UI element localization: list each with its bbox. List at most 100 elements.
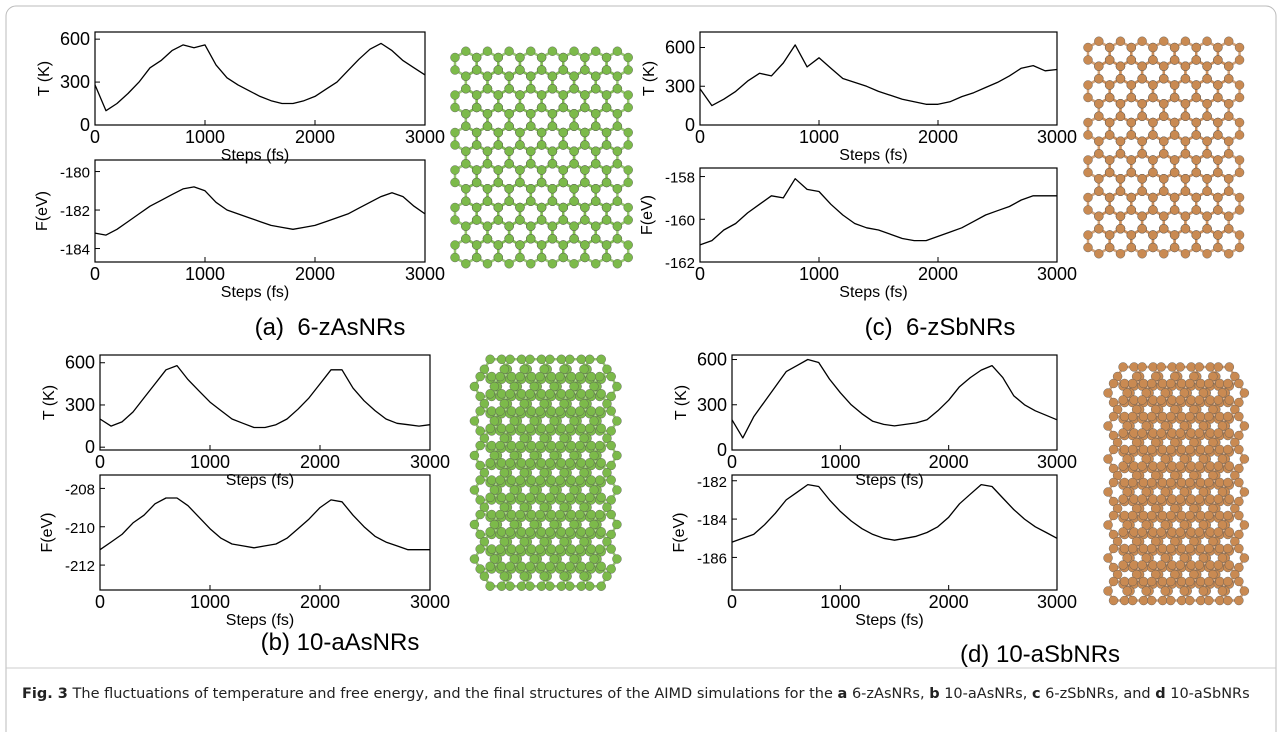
atom [1170, 371, 1180, 382]
atom [559, 502, 569, 512]
atom [469, 485, 480, 495]
atom [509, 519, 519, 530]
plot-frame [99, 474, 431, 591]
atom [1191, 117, 1201, 128]
atom [612, 146, 623, 156]
atom [493, 202, 504, 213]
atom [1108, 510, 1119, 521]
y-axis-label: F(eV) [639, 195, 656, 235]
atom [1234, 378, 1244, 389]
atom [1194, 428, 1204, 438]
atom [546, 371, 557, 382]
atom [1205, 560, 1215, 570]
atom [1213, 230, 1223, 240]
atom [1166, 543, 1176, 554]
atom [450, 215, 460, 225]
atom [1205, 461, 1215, 471]
atom [556, 423, 567, 433]
atom [1127, 378, 1138, 389]
atom [536, 215, 547, 225]
atom [535, 371, 545, 382]
atom [569, 146, 579, 156]
atom [1118, 362, 1128, 372]
atom [1137, 560, 1147, 570]
atom [1148, 42, 1158, 53]
atom [535, 544, 545, 554]
atom [586, 475, 596, 485]
atom [450, 165, 460, 175]
atom [606, 529, 616, 540]
atom [469, 381, 480, 392]
atom [601, 90, 612, 100]
x-tick-label: 1000 [820, 592, 860, 612]
atom [601, 202, 612, 213]
atom [1175, 560, 1185, 570]
atom [1083, 205, 1093, 215]
atom [1126, 242, 1137, 253]
atom [585, 389, 595, 399]
atom [601, 102, 612, 113]
atom [471, 127, 482, 138]
atom [496, 492, 507, 502]
atom [1159, 249, 1169, 259]
atom [576, 354, 587, 364]
atom [1129, 395, 1139, 405]
atom [569, 485, 579, 495]
atom [1083, 42, 1093, 53]
atom [579, 399, 589, 409]
atom [1126, 205, 1137, 215]
atom [1118, 428, 1128, 438]
atom [545, 458, 555, 468]
atom [1223, 477, 1233, 488]
atom [1104, 155, 1115, 165]
atom [1198, 421, 1209, 431]
atom [1175, 461, 1185, 471]
atom [509, 554, 519, 564]
atom [1157, 543, 1168, 554]
atom [471, 177, 482, 188]
atom [569, 221, 579, 231]
atom [591, 146, 601, 156]
atom [569, 84, 579, 94]
atom [1112, 470, 1123, 481]
atom [1137, 99, 1147, 109]
atom [1104, 205, 1115, 215]
atom [504, 196, 514, 206]
atom [526, 121, 536, 131]
atom [1179, 487, 1189, 497]
atom [566, 544, 577, 554]
atom [1224, 36, 1234, 46]
atom [1180, 186, 1191, 196]
atom [1194, 395, 1204, 405]
x-tick-label: 2000 [295, 127, 335, 147]
atom [1202, 149, 1212, 159]
atom [1118, 461, 1128, 471]
atom [505, 581, 515, 591]
atom [1239, 520, 1250, 530]
atom [1138, 595, 1149, 606]
atom [1167, 494, 1177, 504]
atom [1108, 529, 1119, 540]
atom [1126, 230, 1137, 240]
atom [461, 184, 471, 194]
atom [612, 221, 623, 231]
atom [565, 492, 575, 502]
atom [1175, 362, 1185, 372]
atom [1191, 80, 1201, 90]
atom [1191, 230, 1201, 240]
atom [601, 252, 612, 263]
atom [1234, 230, 1245, 240]
atom [475, 475, 485, 485]
atom [1213, 362, 1224, 372]
atom [495, 509, 505, 520]
atom [525, 581, 535, 591]
atom [475, 495, 485, 505]
atom [1177, 576, 1187, 587]
atom [1104, 80, 1115, 90]
atom [1150, 470, 1161, 481]
atom [1205, 428, 1215, 438]
atom [606, 475, 616, 485]
atom [1204, 477, 1214, 488]
atom [1083, 192, 1093, 203]
atom [575, 371, 585, 382]
